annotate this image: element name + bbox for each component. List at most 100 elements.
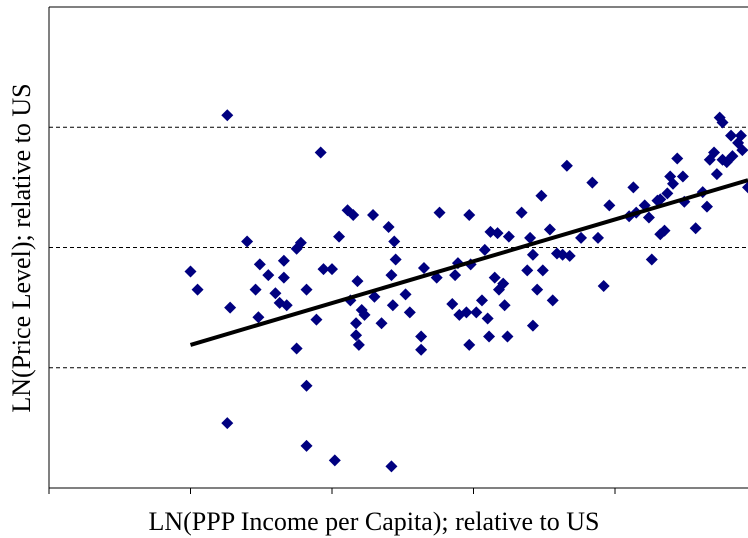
scatter-point <box>300 283 313 296</box>
scatter-point <box>433 206 446 219</box>
scatter-point <box>661 187 674 200</box>
scatter-point <box>725 129 738 142</box>
scatter-point <box>221 109 234 122</box>
scatter-point <box>403 306 416 319</box>
scatter-point <box>531 283 544 296</box>
scatter-point <box>524 231 537 244</box>
scatter-point <box>671 152 684 165</box>
scatter-point <box>389 253 402 266</box>
trend-line <box>189 178 748 347</box>
scatter-point <box>317 263 330 276</box>
scatter-point <box>368 290 381 303</box>
scatter-point <box>526 319 539 332</box>
scatter-point <box>597 279 610 292</box>
scatter-point <box>280 299 293 312</box>
scatter-point <box>502 230 515 243</box>
scatter-point <box>700 200 713 213</box>
scatter-point <box>642 211 655 224</box>
scatter-point <box>351 275 364 288</box>
scatter-point <box>526 248 539 261</box>
scatter-point <box>224 301 237 314</box>
scatter-point <box>498 299 511 312</box>
scatter-point <box>501 330 514 343</box>
scatter-point <box>415 330 428 343</box>
scatter-point <box>515 206 528 219</box>
scatter-point <box>415 343 428 356</box>
scatter-point <box>475 294 488 307</box>
scatter-point <box>488 271 501 284</box>
scatter-point <box>310 313 323 326</box>
scatter-point <box>575 231 588 244</box>
scatter-point <box>716 116 729 129</box>
scatter-point <box>294 236 307 249</box>
scatter-point <box>385 460 398 473</box>
scatter-point <box>262 269 275 282</box>
scatter-point <box>710 168 723 181</box>
scatter-point <box>277 271 290 284</box>
scatter-point <box>645 253 658 266</box>
scatter-point <box>300 439 313 452</box>
scatter-point <box>290 342 303 355</box>
scatter-point <box>350 329 363 342</box>
scatter-point <box>543 223 556 236</box>
scatter-point <box>300 379 313 392</box>
scatter-point <box>627 181 640 194</box>
scatter-point <box>463 209 476 222</box>
scatter-point <box>417 261 430 274</box>
scatter-point <box>689 222 702 235</box>
scatter-point <box>734 129 747 142</box>
scatter-point <box>252 311 265 324</box>
scatter-point <box>667 177 680 190</box>
scatter-point <box>241 235 254 248</box>
scatter-point <box>277 254 290 267</box>
scatter-point <box>560 159 573 172</box>
scatter-point <box>676 170 689 183</box>
scatter-point <box>478 243 491 256</box>
scatter-point <box>736 144 748 157</box>
scatter-point <box>350 317 363 330</box>
scatter-point <box>399 288 412 301</box>
scatter-point <box>726 150 739 163</box>
scatter-point <box>352 338 365 351</box>
scatter-point <box>382 221 395 234</box>
scatter-point <box>497 277 510 290</box>
scatter-point <box>184 265 197 278</box>
scatter-point <box>550 247 563 260</box>
scatter-point <box>463 338 476 351</box>
scatter-point <box>481 312 494 325</box>
scatter-point <box>536 264 549 277</box>
scatter-point <box>470 306 483 319</box>
x-axis-label: LN(PPP Income per Capita); relative to U… <box>148 507 599 536</box>
scatter-point <box>191 283 204 296</box>
scatter-point <box>314 146 327 159</box>
scatter-point <box>654 193 667 206</box>
scatter-point <box>658 224 671 237</box>
scatter-point <box>491 227 504 240</box>
scatter-point <box>386 299 399 312</box>
scatter-point <box>708 146 721 159</box>
scatter-point <box>603 199 616 212</box>
scatter-point <box>535 189 548 202</box>
scatter-point <box>446 298 459 311</box>
scatter-point <box>742 181 748 194</box>
scatter-point <box>460 306 473 319</box>
scatter-point <box>253 258 266 271</box>
scatter-point <box>269 287 282 300</box>
scatter-point <box>358 308 371 321</box>
scatter-point <box>388 235 401 248</box>
scatter-point <box>385 269 398 282</box>
scatter-point <box>586 176 599 189</box>
scatter-point <box>249 283 262 296</box>
scatter-point <box>592 231 605 244</box>
y-axis-label: LN(Price Level); relative to US <box>7 83 36 412</box>
scatter-point <box>546 294 559 307</box>
scatter-point <box>375 317 388 330</box>
scatter-point <box>221 417 234 430</box>
scatter-point <box>328 454 341 467</box>
scatter-point <box>483 330 496 343</box>
scatter-point <box>333 230 346 243</box>
scatter-point <box>347 209 360 222</box>
scatter-point <box>521 264 534 277</box>
scatter-point <box>449 269 462 282</box>
